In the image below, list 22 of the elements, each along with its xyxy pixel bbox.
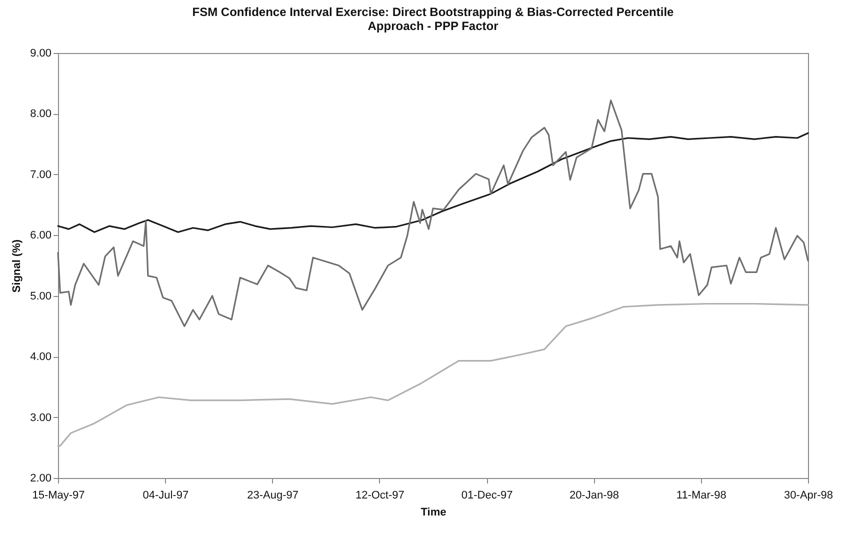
- x-tick-label: 23-Aug-97: [247, 490, 298, 502]
- line-series: [57, 302, 809, 447]
- x-tick-label: 20-Jan-98: [569, 490, 619, 502]
- x-tick-label: 15-May-97: [32, 490, 85, 502]
- y-tick-label: 6.00: [30, 230, 52, 242]
- line-series: [57, 132, 809, 233]
- x-tick-label: 01-Dec-97: [461, 490, 513, 502]
- y-tick-label: 8.00: [30, 108, 52, 120]
- y-tick-label: 3.00: [30, 412, 52, 424]
- x-tick-label: 12-Oct-97: [355, 490, 404, 502]
- x-axis-title: Time: [420, 506, 446, 518]
- y-tick-label: 2.00: [30, 472, 52, 484]
- y-tick-label: 4.00: [30, 351, 52, 364]
- x-tick-label: 04-Jul-97: [142, 490, 189, 502]
- chart-title: FSM Confidence Interval Exercise: Direct Bootstrapping & Bias-Corrected Percentile Approach - PPP Factor: [192, 5, 674, 33]
- y-tick-label: 5.00: [30, 290, 52, 302]
- line-series: [57, 100, 809, 328]
- x-tick-label: 30-Apr-98: [784, 490, 833, 502]
- y-tick-label: 9.00: [30, 48, 52, 60]
- x-tick-label: 11-Mar-98: [676, 490, 726, 502]
- y-tick-label: 7.00: [30, 168, 52, 181]
- y-axis-title: Signal (%): [11, 239, 24, 293]
